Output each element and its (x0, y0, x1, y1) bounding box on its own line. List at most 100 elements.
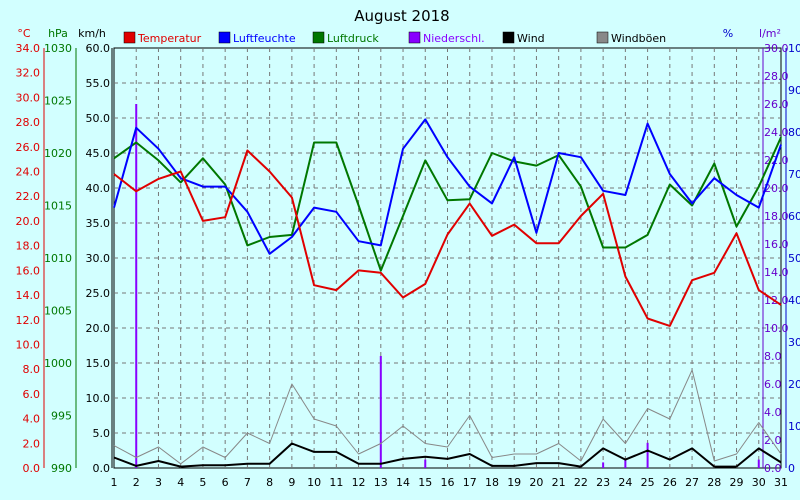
x-tick-label: 21 (552, 476, 566, 489)
legend-label: Windböen (611, 32, 666, 45)
x-tick-label: 20 (529, 476, 543, 489)
rain-tick-label: 0.0 (764, 462, 782, 475)
series-line-windben (113, 369, 782, 465)
x-tick-label: 23 (596, 476, 610, 489)
temp-tick-label: 34.0 (16, 42, 41, 55)
temp-tick-label: 2.0 (23, 437, 41, 450)
legend-label: Niederschl. (423, 32, 485, 45)
rain-bar (602, 462, 605, 468)
temp-tick-label: 14.0 (16, 289, 41, 302)
humidity-tick-label: 100 (788, 42, 800, 55)
rain-tick-label: 6.0 (764, 378, 782, 391)
pressure-unit-label: hPa (48, 27, 68, 40)
rain-bar (757, 459, 760, 468)
wind-tick-label: 55.0 (86, 77, 111, 90)
legend-swatch (502, 31, 515, 44)
legend-label: Temperatur (137, 32, 202, 45)
rain-tick-label: 30.0 (764, 42, 789, 55)
pressure-tick-label: 990 (51, 462, 72, 475)
temp-tick-label: 22.0 (16, 190, 41, 203)
temp-tick-label: 24.0 (16, 166, 41, 179)
x-tick-label: 10 (307, 476, 321, 489)
wind-tick-label: 60.0 (86, 42, 111, 55)
legend-swatch (312, 31, 325, 44)
x-tick-label: 12 (352, 476, 366, 489)
x-tick-label: 1 (111, 476, 118, 489)
x-tick-label: 16 (441, 476, 455, 489)
rain-tick-label: 16.0 (764, 238, 789, 251)
wind-tick-label: 5.0 (93, 427, 111, 440)
x-tick-label: 5 (199, 476, 206, 489)
rain-tick-label: 28.0 (764, 70, 789, 83)
temp-tick-label: 4.0 (23, 413, 41, 426)
temp-tick-label: 20.0 (16, 215, 41, 228)
rain-bar (624, 459, 627, 468)
pressure-tick-label: 1020 (44, 147, 72, 160)
humidity-tick-label: 10 (788, 420, 800, 433)
rain-tick-label: 4.0 (764, 406, 782, 419)
rain-tick-label: 10.0 (764, 322, 789, 335)
legend-swatch (596, 31, 609, 44)
temp-tick-label: 10.0 (16, 338, 41, 351)
humidity-unit-label: % (723, 27, 733, 40)
humidity-tick-label: 0 (788, 462, 795, 475)
x-tick-label: 8 (266, 476, 273, 489)
x-tick-label: 19 (507, 476, 521, 489)
pressure-tick-label: 1005 (44, 305, 72, 318)
legend-swatch (123, 31, 136, 44)
legend-swatch (218, 31, 231, 44)
rain-unit-label: l/m² (759, 27, 781, 40)
x-tick-label: 25 (641, 476, 655, 489)
series-line-wind (113, 442, 782, 468)
pressure-tick-label: 995 (51, 410, 72, 423)
temp-tick-label: 8.0 (23, 363, 41, 376)
humidity-tick-label: 40 (788, 294, 800, 307)
wind-tick-label: 20.0 (86, 322, 111, 335)
x-tick-label: 11 (329, 476, 343, 489)
pressure-tick-label: 1025 (44, 95, 72, 108)
x-tick-label: 15 (418, 476, 432, 489)
series-line-temperatur (113, 149, 782, 327)
humidity-tick-label: 90 (788, 84, 800, 97)
x-tick-label: 2 (133, 476, 140, 489)
pressure-tick-label: 1010 (44, 252, 72, 265)
rain-tick-label: 2.0 (764, 434, 782, 447)
temp-tick-label: 18.0 (16, 240, 41, 253)
rain-tick-label: 20.0 (764, 182, 789, 195)
x-tick-label: 7 (244, 476, 251, 489)
series-line-luftdruck (113, 136, 782, 272)
pressure-tick-label: 1030 (44, 42, 72, 55)
wind-tick-label: 35.0 (86, 217, 111, 230)
x-tick-label: 22 (574, 476, 588, 489)
x-tick-label: 13 (374, 476, 388, 489)
rain-tick-label: 26.0 (764, 98, 789, 111)
temp-unit-label: °C (17, 27, 31, 40)
rain-tick-label: 14.0 (764, 266, 789, 279)
temp-tick-label: 12.0 (16, 314, 41, 327)
rain-bar (646, 442, 649, 468)
temp-tick-label: 16.0 (16, 264, 41, 277)
rain-bar (135, 104, 138, 468)
x-tick-label: 14 (396, 476, 410, 489)
temp-tick-label: 6.0 (23, 388, 41, 401)
humidity-tick-label: 80 (788, 126, 800, 139)
x-tick-label: 18 (485, 476, 499, 489)
rain-tick-label: 18.0 (764, 210, 789, 223)
temp-tick-label: 32.0 (16, 67, 41, 80)
x-tick-label: 26 (663, 476, 677, 489)
x-tick-label: 24 (618, 476, 632, 489)
wind-tick-label: 15.0 (86, 357, 111, 370)
temp-tick-label: 30.0 (16, 91, 41, 104)
x-tick-label: 4 (177, 476, 184, 489)
x-tick-label: 30 (752, 476, 766, 489)
pressure-tick-label: 1000 (44, 357, 72, 370)
legend-label: Wind (517, 32, 545, 45)
wind-tick-label: 0.0 (93, 462, 111, 475)
rain-bar (379, 356, 382, 468)
wind-tick-label: 10.0 (86, 392, 111, 405)
humidity-tick-label: 70 (788, 168, 800, 181)
rain-bar (424, 459, 427, 468)
x-tick-label: 3 (155, 476, 162, 489)
wind-unit-label: km/h (78, 27, 106, 40)
